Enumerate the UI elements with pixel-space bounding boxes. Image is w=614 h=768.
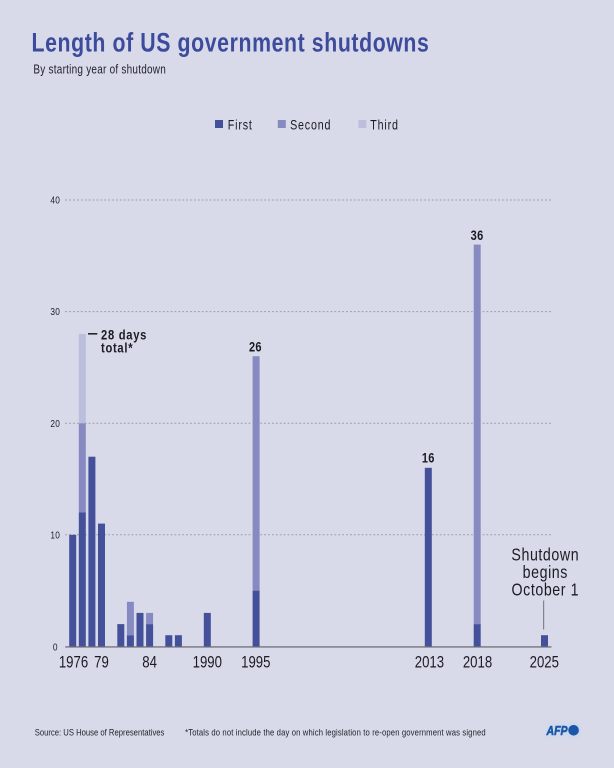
svg-text:10: 10 [50, 528, 60, 540]
svg-text:By starting year of shutdown: By starting year of shutdown [33, 64, 166, 77]
svg-text:40: 40 [50, 194, 60, 206]
svg-text:begins: begins [523, 562, 568, 582]
svg-text:1976: 1976 [59, 653, 88, 672]
svg-text:First: First [228, 117, 253, 132]
svg-text:*Totals do not include the day: *Totals do not include the day on which … [185, 726, 486, 737]
svg-text:Length of US government shutdo: Length of US government shutdowns [32, 28, 430, 58]
svg-text:1995: 1995 [241, 653, 270, 672]
svg-text:79: 79 [94, 653, 109, 672]
svg-text:October 1: October 1 [512, 580, 580, 600]
svg-text:AFP: AFP [546, 723, 568, 738]
svg-text:Third: Third [370, 117, 398, 132]
svg-text:84: 84 [142, 653, 157, 672]
svg-text:2013: 2013 [415, 653, 444, 672]
svg-text:26: 26 [249, 339, 262, 354]
svg-text:36: 36 [471, 228, 484, 243]
svg-text:AFP: AFP [546, 723, 568, 738]
svg-text:Source: US House of Representa: Source: US House of Representatives [35, 726, 165, 737]
svg-text:2018: 2018 [463, 653, 492, 672]
svg-text:20: 20 [50, 417, 60, 429]
svg-text:2025: 2025 [530, 653, 559, 672]
svg-text:0: 0 [53, 641, 58, 653]
svg-text:30: 30 [50, 305, 60, 317]
svg-text:16: 16 [422, 450, 435, 465]
svg-text:28 days: 28 days [101, 327, 147, 342]
svg-text:Shutdown: Shutdown [511, 545, 579, 565]
svg-text:Second: Second [290, 117, 331, 132]
svg-text:total*: total* [101, 340, 133, 355]
svg-text:1990: 1990 [193, 653, 222, 672]
